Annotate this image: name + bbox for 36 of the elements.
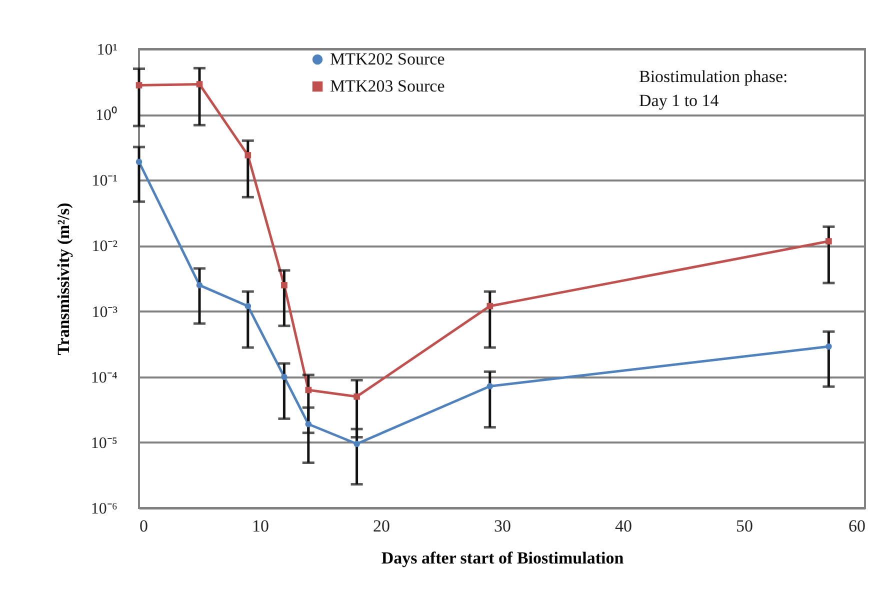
annotation: Biostimulation phase: Day 1 to 14	[639, 67, 788, 110]
legend-label: MTK203 Source	[330, 76, 445, 96]
y-tick-label: 10⁻³	[92, 304, 118, 321]
point	[136, 82, 142, 88]
point	[281, 282, 288, 288]
point	[354, 440, 360, 448]
y-tick-label: 10⁰	[96, 106, 118, 124]
point	[305, 420, 312, 428]
y-axis-title: Transmissivity (m²/s)	[54, 202, 73, 356]
y-tick-label: 10⁻⁵	[90, 434, 118, 452]
point	[196, 282, 203, 288]
y-tick-label: 10¹	[96, 42, 118, 58]
point	[305, 386, 312, 394]
point	[354, 393, 360, 400]
x-tick-label: 0	[140, 516, 148, 536]
point	[136, 158, 142, 166]
point	[486, 383, 494, 390]
x-tick-label: 40	[615, 516, 632, 536]
point	[196, 81, 203, 88]
x-tick-label: 50	[736, 516, 753, 536]
point	[826, 343, 832, 350]
x-tick-label: 20	[373, 516, 390, 536]
y-tick-label: 10⁻²	[92, 238, 118, 256]
point	[244, 152, 252, 158]
legend-label: MTK202 Source	[330, 50, 445, 68]
x-axis-title: Days after start of Biostimulation	[381, 548, 624, 568]
y-tick-label: 10⁻⁴	[90, 369, 118, 386]
point	[281, 374, 288, 380]
point	[244, 302, 252, 310]
point	[486, 302, 494, 310]
point	[826, 238, 832, 244]
x-tick-label: 10	[252, 516, 269, 536]
y-tick-label: 10⁻⁶	[90, 500, 118, 518]
x-tick-label: 30	[494, 516, 511, 536]
y-tick-label: 10⁻¹	[92, 172, 118, 190]
x-tick-label: 60	[848, 516, 866, 536]
